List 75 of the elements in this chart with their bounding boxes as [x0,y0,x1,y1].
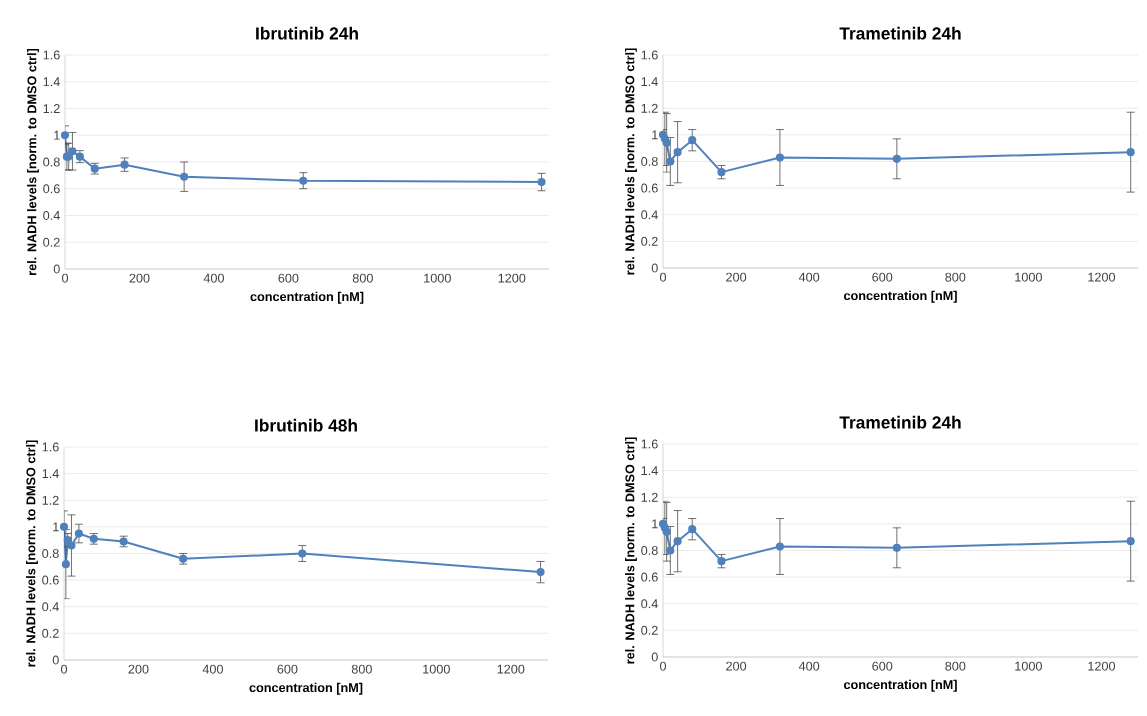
y-tick-label: 1.6 [42,442,59,452]
x-axis-title: concentration [nM] [250,291,364,304]
x-tick-label: 1200 [1088,661,1116,671]
chart-title: Trametinib 24h [839,26,961,40]
y-tick-label: 1 [53,522,59,532]
x-axis-title: concentration [nM] [844,679,957,692]
x-tick-label: 1200 [498,273,526,283]
y-tick-label: 0.6 [43,184,60,194]
chart-title: Trametinib 24h [839,415,961,429]
y-tick-label: 0 [651,263,658,273]
x-tick-label: 800 [351,664,372,674]
x-tick-label: 200 [129,273,150,283]
x-tick-label: 600 [872,272,893,282]
y-tick-label: 0.2 [641,236,658,246]
y-tick-label: 0.2 [641,625,658,635]
y-tick-label: 1.4 [43,77,60,87]
x-tick-label: 600 [277,664,298,674]
y-axis-title: rel. NADH levels [norm. to DMSO ctrl] [625,437,637,664]
x-tick-label: 200 [726,272,747,282]
y-tick-label: 0.6 [641,183,658,193]
y-tick-label: 0 [651,652,658,662]
x-tick-label: 400 [203,273,224,283]
x-tick-label: 0 [60,664,68,674]
y-tick-label: 1.4 [42,469,59,478]
y-tick-label: 1 [54,130,60,140]
x-tick-label: 400 [202,664,223,674]
y-tick-label: 0.2 [43,237,60,247]
x-tick-label: 1000 [423,664,450,674]
y-tick-label: 0.4 [641,599,658,609]
y-tick-label: 0.8 [641,157,658,166]
y-tick-label: 0.8 [641,546,658,555]
x-tick-label: 1000 [1015,272,1042,282]
y-tick-label: 1 [652,130,658,140]
x-tick-label: 1000 [424,273,451,283]
y-tick-label: 0.4 [43,211,60,220]
y-tick-label: 0.6 [641,572,658,582]
x-tick-label: 800 [945,661,966,671]
y-axis-title: rel. NADH levels [norm. to DMSO ctrl] [625,48,637,275]
y-tick-label: 0.4 [641,210,658,220]
x-axis-title: concentration [nM] [249,682,363,695]
y-tick-label: 1.4 [641,466,658,475]
chart-title: Ibrutinib 48h [255,418,357,432]
x-tick-label: 0 [61,273,69,283]
chart-title: Ibrutinib 24h [256,26,358,40]
y-tick-label: 1.2 [641,492,658,502]
x-tick-label: 0 [659,661,667,671]
y-axis-title: rel. NADH levels [norm. to DMSO ctrl] [27,48,39,275]
y-tick-label: 1.6 [641,50,658,60]
x-tick-label: 1200 [1088,272,1116,282]
x-tick-label: 1200 [497,664,525,674]
x-tick-label: 1000 [1015,661,1042,671]
y-tick-label: 1.4 [641,77,658,86]
y-tick-label: 0.6 [42,575,59,585]
x-tick-label: 400 [798,272,820,282]
x-tick-label: 800 [945,272,966,282]
y-tick-label: 1.6 [43,50,60,60]
y-tick-label: 1.6 [641,439,658,449]
y-tick-label: 1.2 [43,104,60,113]
y-tick-label: 0.2 [42,628,59,638]
x-tick-label: 600 [872,661,893,671]
y-tick-label: 0.8 [43,157,60,167]
y-tick-label: 1.2 [42,495,59,505]
y-tick-label: 1 [652,519,658,529]
y-tick-label: 0.8 [42,549,59,558]
x-tick-label: 600 [278,273,299,283]
y-axis-title: rel. NADH levels [norm. to DMSO ctrl] [26,440,38,667]
x-tick-label: 400 [798,661,820,671]
x-tick-label: 0 [659,272,667,282]
x-axis-title: concentration [nM] [844,290,957,303]
x-tick-label: 800 [352,273,373,283]
x-tick-label: 200 [726,661,747,671]
y-tick-label: 0.4 [42,602,59,612]
x-tick-label: 200 [128,664,149,674]
y-tick-label: 1.2 [641,103,658,113]
y-tick-label: 0 [53,264,60,274]
